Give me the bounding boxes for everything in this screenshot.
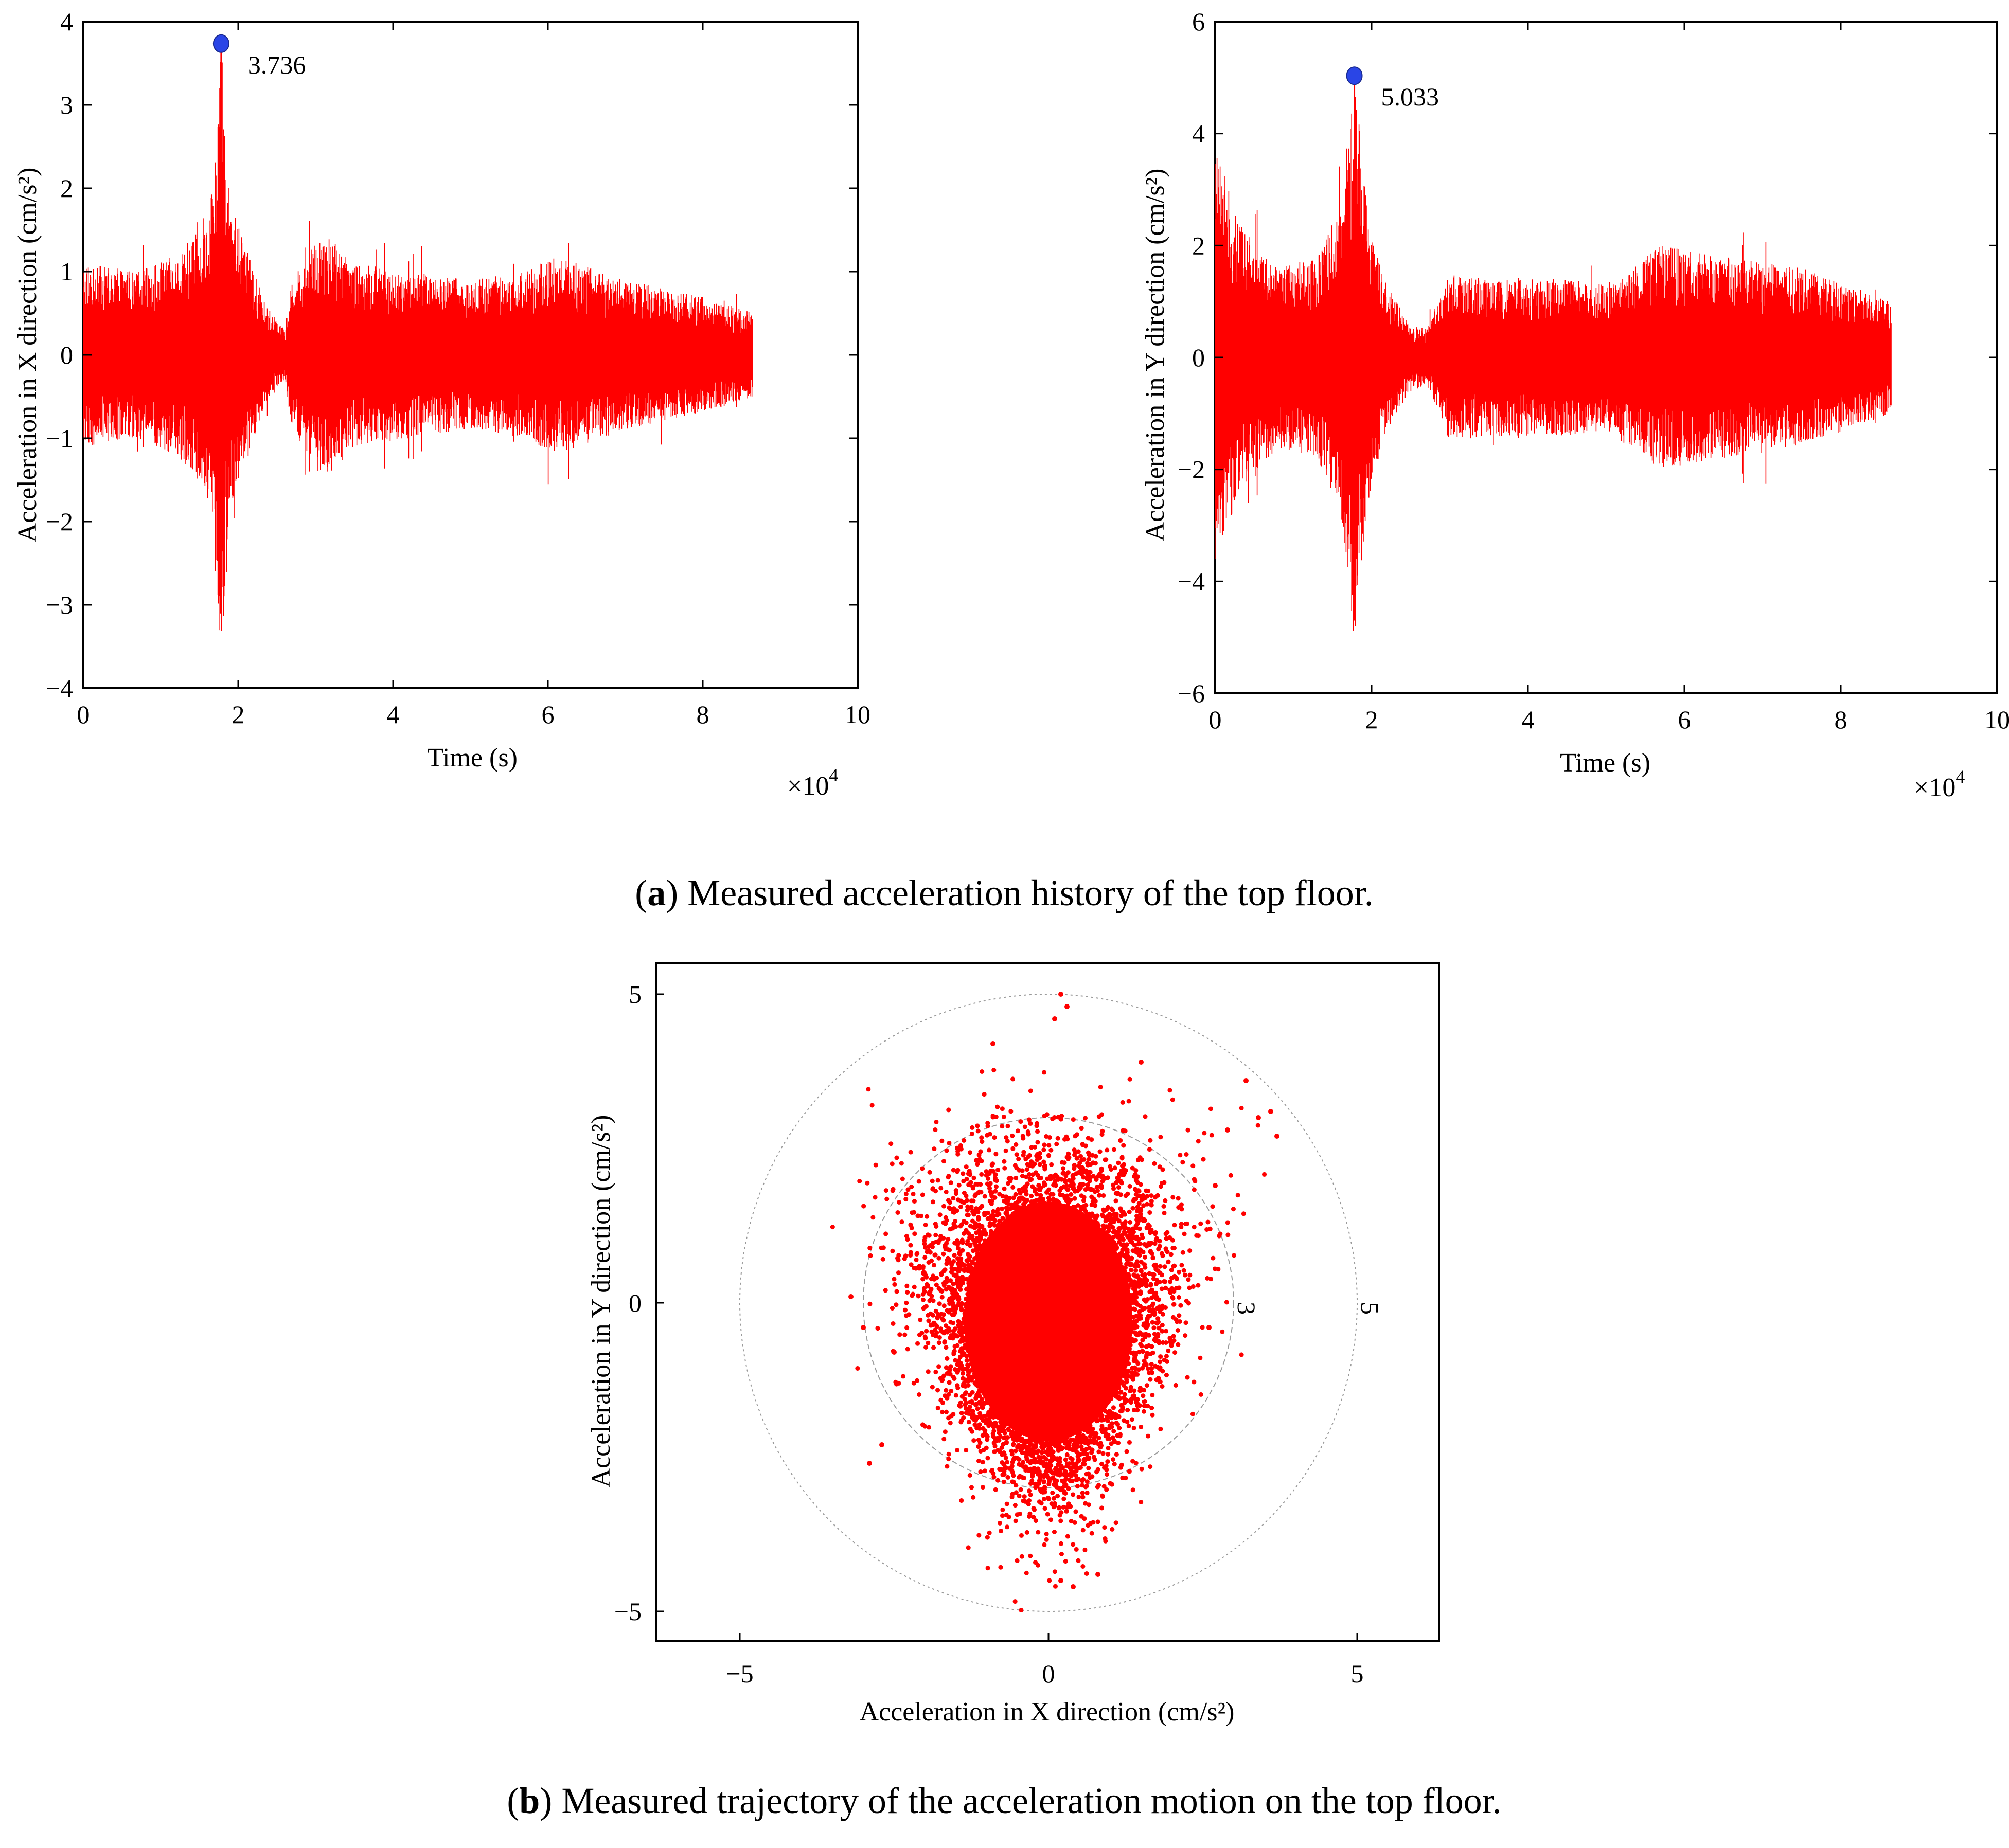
x-tick-label: 6 <box>542 700 555 729</box>
x-axis-label: Time (s) <box>427 743 518 773</box>
scatter-point <box>1256 1115 1261 1120</box>
y-tick-label: 0 <box>60 340 73 369</box>
y-tick-label: 2 <box>60 174 73 203</box>
scatter-point <box>1243 1078 1249 1083</box>
ring-3 <box>863 1117 1234 1488</box>
tick-group: −5 0 5 −5 0 5 <box>614 980 1364 1688</box>
caption-b-letter: b <box>519 1780 540 1821</box>
ring-label: 5 <box>1356 1302 1384 1315</box>
scatter-point <box>1058 1578 1063 1583</box>
y-tick-label: 4 <box>1192 119 1205 148</box>
scatter-point <box>1206 1325 1212 1330</box>
peak-label: 3.736 <box>248 50 306 79</box>
x-tick-label: 8 <box>1835 705 1847 734</box>
x-multiplier-exponent: 4 <box>1955 766 1965 787</box>
y-tick-label: 6 <box>1192 7 1205 36</box>
x-tick-label: 10 <box>1984 705 2009 734</box>
y-tick-label: −1 <box>46 424 73 453</box>
x-tick-label: 0 <box>1209 705 1222 734</box>
x-tick-label: 4 <box>387 700 400 729</box>
caption-a: (a) Measured acceleration history of the… <box>635 872 1374 913</box>
x-tick-label: 8 <box>697 700 709 729</box>
scatter-point <box>1274 1134 1279 1139</box>
peak-marker <box>212 34 229 53</box>
x-axis-label: Acceleration in X direction (cm/s²) <box>860 1697 1235 1727</box>
x-tick-label: 6 <box>1678 705 1691 734</box>
y-axis-label: Acceleration in Y direction (cm/s²) <box>586 1115 616 1487</box>
x-tick-label: 2 <box>232 700 245 729</box>
ring-5 <box>739 994 1358 1612</box>
x-multiplier-base: ×10 <box>787 772 829 801</box>
x-multiplier-exponent: 4 <box>829 765 838 785</box>
tick-group: 0 2 4 6 8 10 −4 −3 −2 −1 0 1 2 3 4 <box>46 7 870 729</box>
caption-a-letter: a <box>647 872 666 913</box>
x-acceleration-history-chart: 3.736 0 2 4 6 8 10 −4 −3 −2 −1 0 1 2 3 4 Time (s) Acce… <box>13 7 870 801</box>
scatter-point <box>1064 1004 1070 1009</box>
x-tick-label: 10 <box>845 700 870 729</box>
caption-b: (b) Measured trajectory of the accelerat… <box>507 1780 1501 1821</box>
caption-b-text: ) Measured trajectory of the acceleratio… <box>540 1780 1501 1821</box>
scatter-point <box>892 1350 897 1355</box>
tick-group: 0 2 4 6 8 10 −6 −4 −2 0 2 4 6 <box>1178 7 2009 734</box>
y-tick-label: 2 <box>1192 231 1205 260</box>
scatter-core <box>964 1201 1133 1441</box>
caption-b-open: ( <box>507 1780 519 1821</box>
x-axis-label: Time (s) <box>1560 748 1650 778</box>
x-tick-label: 4 <box>1522 705 1535 734</box>
scatter-point <box>848 1294 854 1299</box>
y-tick-label: −2 <box>1178 455 1205 484</box>
signal-trace <box>1215 97 1892 631</box>
scatter-point <box>867 1461 872 1466</box>
y-tick-label: −4 <box>1178 567 1205 596</box>
y-tick-label: −3 <box>46 590 73 619</box>
caption-a-text: ) Measured acceleration history of the t… <box>666 872 1374 913</box>
y-tick-label: 1 <box>60 257 73 286</box>
y-tick-label: 4 <box>60 7 73 36</box>
y-axis-label: Acceleration in Y direction (cm/s²) <box>1141 168 1170 541</box>
x-multiplier-base: ×10 <box>1914 773 1955 802</box>
y-tick-label: 3 <box>60 91 73 119</box>
x-tick-label: −5 <box>726 1659 753 1688</box>
y-tick-label: −4 <box>46 674 73 703</box>
scatter-point <box>1139 1060 1144 1065</box>
scatter-point <box>1213 1183 1218 1188</box>
y-acceleration-history-chart: 5.033 0 2 4 6 8 10 −6 −4 −2 0 2 4 6 Time (s) Acceler… <box>1141 7 2009 802</box>
signal-group: 5.033 <box>1215 66 1892 631</box>
scatter-point <box>1052 1016 1057 1021</box>
scatter-point <box>1225 1127 1230 1133</box>
y-axis-label: Acceleration in X direction (cm/s²) <box>13 168 42 543</box>
scatter-point <box>861 1325 866 1330</box>
scatter-point <box>879 1442 884 1447</box>
x-tick-label: 0 <box>1042 1659 1055 1688</box>
scatter-point <box>1058 992 1063 997</box>
caption-a-open: ( <box>635 872 647 913</box>
ring-label: 3 <box>1232 1302 1261 1315</box>
scatter-points-group <box>830 992 1279 1613</box>
x-tick-label: 2 <box>1365 705 1378 734</box>
peak-label: 5.033 <box>1381 82 1439 111</box>
y-tick-label: −2 <box>46 507 73 536</box>
scatter-point <box>1095 1572 1100 1577</box>
scatter-point <box>1268 1109 1273 1114</box>
y-tick-label: 0 <box>629 1288 642 1317</box>
y-tick-label: 5 <box>629 980 642 1009</box>
x-tick-label: 0 <box>77 700 90 729</box>
peak-marker <box>1346 66 1363 85</box>
scatter-point <box>1071 1584 1076 1589</box>
x-multiplier: ×104 <box>787 765 838 801</box>
y-tick-label: −5 <box>614 1597 642 1626</box>
x-multiplier: ×104 <box>1914 766 1965 802</box>
scatter-point <box>990 1041 995 1046</box>
x-tick-label: 5 <box>1351 1659 1364 1688</box>
y-tick-label: −6 <box>1178 679 1205 708</box>
y-tick-label: 0 <box>1192 343 1205 372</box>
